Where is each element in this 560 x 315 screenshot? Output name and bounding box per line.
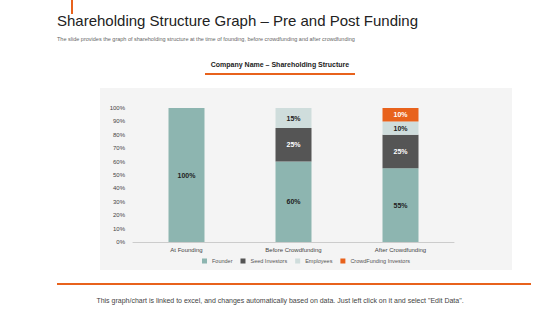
- html-text:Company Name – Shareholding St: Company Name – Shareholding Structure: [210, 61, 350, 68]
- svg-text:25%: 25%: [286, 141, 301, 148]
- svg-text:70%: 70%: [113, 145, 126, 151]
- svg-text:55%: 55%: [393, 202, 408, 209]
- svg-text:100%: 100%: [110, 105, 126, 111]
- svg-text:Founder: Founder: [212, 258, 233, 264]
- svg-text:40%: 40%: [113, 185, 126, 191]
- svg-text:Employees: Employees: [305, 258, 332, 264]
- svg-text:After Crowdfunding: After Crowdfunding: [375, 247, 426, 253]
- svg-text:At Founding: At Founding: [170, 247, 202, 253]
- html-text:Shareholding Structure Graph –: Shareholding Structure Graph – Pre and P…: [57, 12, 419, 29]
- svg-text:0%: 0%: [116, 239, 125, 245]
- svg-text:30%: 30%: [113, 199, 126, 205]
- svg-text:10%: 10%: [393, 111, 408, 118]
- svg-text:Seed Investors: Seed Investors: [250, 258, 287, 264]
- svg-text:10%: 10%: [113, 226, 126, 232]
- html-text:This graph/chart is linked to: This graph/chart is linked to excel, and…: [96, 297, 464, 304]
- svg-text:60%: 60%: [286, 198, 301, 205]
- svg-text:10%: 10%: [393, 125, 408, 132]
- svg-text:80%: 80%: [113, 132, 126, 138]
- html-text:The slide provides the graph o: The slide provides the graph of sharehol…: [57, 36, 355, 42]
- svg-text:15%: 15%: [286, 115, 301, 122]
- svg-text:90%: 90%: [113, 118, 126, 124]
- svg-text:50%: 50%: [113, 172, 126, 178]
- svg-text:60%: 60%: [113, 159, 126, 165]
- svg-text:25%: 25%: [393, 148, 408, 155]
- svg-text:Before Crowdfunding: Before Crowdfunding: [265, 247, 321, 253]
- svg-text:100%: 100%: [178, 172, 197, 179]
- svg-text:CrowdFunding Investors: CrowdFunding Investors: [350, 258, 410, 264]
- svg-text:20%: 20%: [113, 212, 126, 218]
